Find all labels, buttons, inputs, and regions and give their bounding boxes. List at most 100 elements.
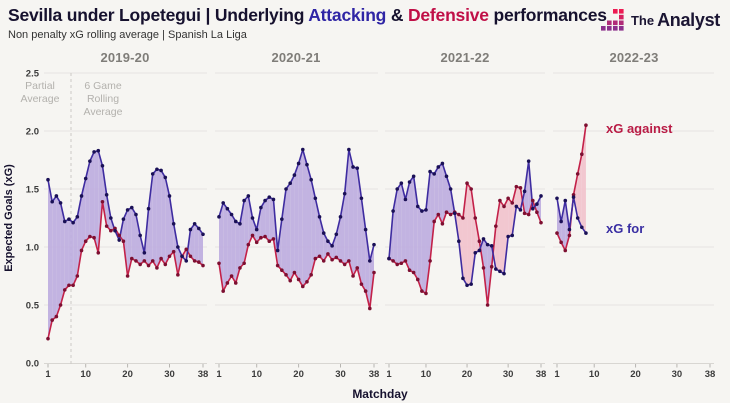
annotation-line: Partial — [25, 80, 55, 92]
xg-for-dot — [469, 282, 473, 286]
fill-area — [462, 183, 468, 286]
xg-for-dot — [494, 267, 498, 271]
xg-for-dot — [305, 162, 309, 167]
fill-area — [306, 164, 312, 282]
xg-for-dot — [171, 222, 176, 226]
y-tick-label: 0.0 — [26, 359, 39, 370]
xg-against-dot — [242, 261, 246, 266]
x-tick-label: 10 — [251, 369, 262, 380]
xg-for-dot — [391, 209, 395, 213]
fill-area — [557, 198, 562, 243]
fill-area — [248, 195, 253, 245]
title-suffix: performances — [488, 5, 607, 25]
xg-against-dot — [432, 219, 436, 224]
xg-for-dot — [530, 206, 535, 211]
xg-for-dot — [163, 175, 168, 180]
xg-for-dot — [440, 161, 445, 166]
xg-against-dot — [58, 303, 63, 307]
fill-area — [89, 151, 95, 238]
xg-for-dot — [142, 251, 147, 255]
xg-for-dot — [347, 147, 351, 152]
xg-against-dot — [555, 231, 559, 235]
xg-for-dot — [403, 197, 408, 202]
xg-against-dot — [461, 216, 465, 220]
fill-area — [281, 189, 287, 275]
xg-for-dot — [567, 227, 572, 232]
xg-against-dot — [46, 336, 50, 341]
xg-against-dot — [284, 273, 288, 277]
xg-for-dot — [368, 259, 372, 263]
fill-area — [442, 163, 447, 224]
fill-area — [98, 150, 103, 253]
xg-against-dot — [514, 184, 519, 189]
xg-against-dot — [271, 237, 276, 241]
xg-against-dot — [125, 274, 130, 278]
fill-area — [311, 179, 316, 275]
xg-against-dot — [300, 284, 305, 289]
fill-area — [60, 202, 65, 305]
fill-area — [332, 234, 337, 260]
xg-for-dot — [246, 194, 251, 198]
fill-area — [409, 176, 414, 273]
season-label-2019-20: 2019-20 — [100, 50, 150, 65]
xg-for-dot — [518, 208, 523, 212]
xg-against-dot — [246, 242, 251, 247]
x-tick-label: 10 — [80, 369, 91, 380]
xg-against-dot — [575, 172, 580, 176]
xg-for-dot — [250, 216, 255, 220]
xg-against-dot — [313, 256, 318, 261]
xg-against-dot — [109, 228, 113, 233]
xg-for-dot — [88, 159, 92, 163]
xg-against-dot — [580, 152, 584, 156]
x-tick-label: 38 — [369, 369, 380, 380]
fill-area — [173, 223, 178, 275]
y-tick-label: 2.5 — [26, 69, 40, 80]
xg-against-dot — [275, 263, 280, 268]
y-axis-label: Expected Goals (xG) — [3, 164, 15, 272]
xg-against-dot — [150, 259, 155, 263]
fill-area — [48, 179, 53, 339]
fill-area — [302, 149, 307, 287]
xg-against-dot — [75, 274, 80, 278]
xg-against-dot — [567, 233, 572, 238]
xg-against-dot — [363, 289, 368, 293]
xg-against-dot — [436, 212, 441, 217]
fill-area — [85, 161, 90, 242]
xg-against-dot — [254, 240, 259, 245]
xg-for-dot — [465, 283, 469, 288]
xg-for-line — [388, 160, 542, 287]
xg-against-dot — [530, 198, 535, 203]
xg-against-dot — [221, 289, 225, 293]
xg-against-dot — [62, 288, 67, 292]
xg-for-dot — [296, 161, 301, 166]
season-label-2021-22: 2021-22 — [440, 50, 490, 65]
xg-against-dot — [83, 239, 88, 243]
xg-for-dot — [242, 198, 246, 203]
annotation-line: 6 Game — [84, 80, 122, 92]
x-tick-label: 1 — [554, 369, 560, 380]
xg-for-dot — [129, 205, 134, 210]
y-tick-label: 2.0 — [26, 127, 39, 138]
xg-against-dot — [134, 259, 138, 263]
x-tick-label: 20 — [122, 369, 133, 380]
fill-area — [231, 214, 236, 283]
xg-against-dot — [395, 262, 400, 267]
xg-against-dot — [428, 259, 432, 263]
xg-against-dot — [121, 239, 126, 243]
xg-for-dot — [424, 208, 428, 212]
fill-area — [190, 223, 195, 261]
xg-for-dot — [580, 225, 584, 230]
xg-for-dot — [498, 269, 502, 274]
title-defensive: Defensive — [407, 5, 489, 25]
xg-against-dot — [305, 280, 309, 284]
xg-against-dot — [100, 199, 105, 204]
fill-area — [239, 200, 245, 268]
x-tick-label: 30 — [672, 369, 683, 380]
xg-for-dot — [559, 219, 563, 224]
xg-for-dot — [407, 180, 412, 184]
xg-against-dot — [477, 239, 482, 243]
xg-against-dot — [225, 281, 230, 285]
fill-area — [405, 182, 410, 271]
xg-for-dot — [113, 228, 117, 233]
xg-against-dot — [50, 318, 54, 322]
